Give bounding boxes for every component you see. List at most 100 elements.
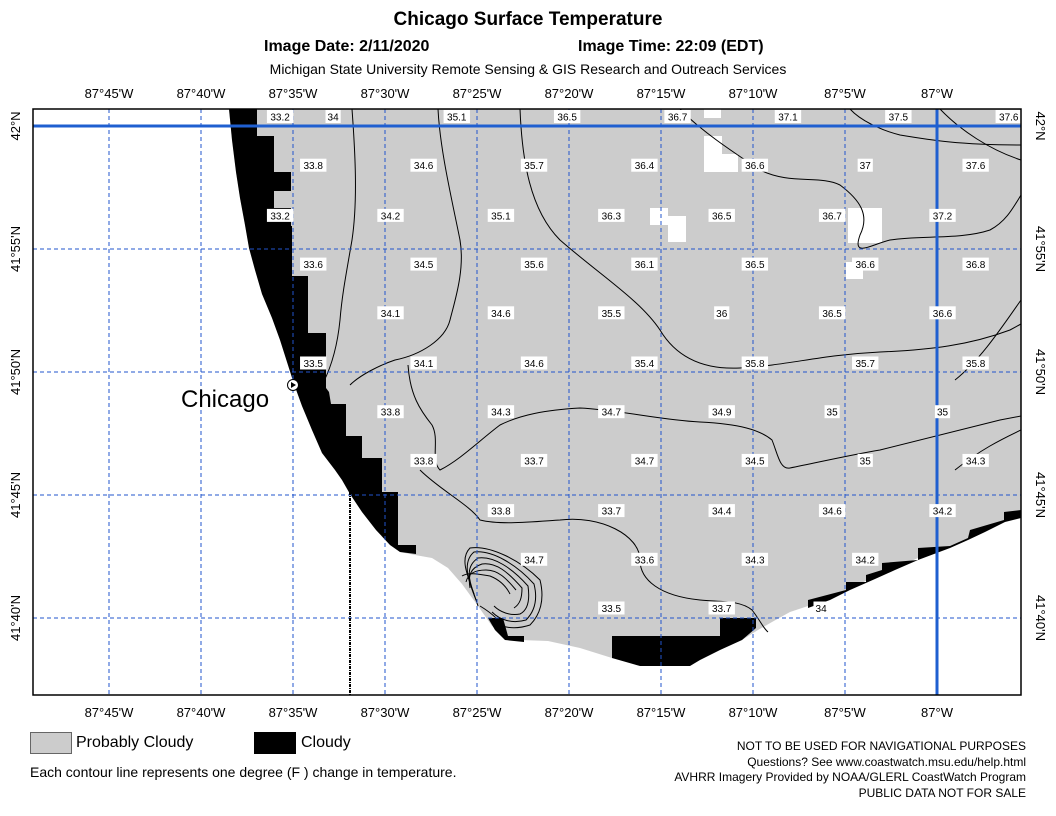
lon-label-bottom: 87°35'W [269,705,319,720]
temperature-labels: 33.2 34 35.1 36.5 36.7 37.1 37.5 37.6 33.8 34.6 35… [266,110,1056,615]
lon-label-top: 87°30'W [361,86,411,101]
temperature-label-bg [852,552,879,566]
lon-label-bottom: 87°20'W [545,705,595,720]
legend-cloudy-swatch [254,732,296,754]
temperature-label-bg [300,356,327,370]
temperature-label-bg [520,552,548,566]
temperature-value: 33.5 [602,604,622,615]
temperature-value: 35 [860,456,872,467]
temperature-label-bg [813,601,829,615]
temperature-value: 35.8 [966,359,986,370]
temperature-value: 34.6 [822,507,842,518]
temperature-value: 33.6 [635,555,655,566]
temperature-value: 37.5 [1043,211,1056,222]
temperature-label-bg [818,208,846,222]
temperature-label-bg [598,601,625,615]
temperature-label-bg [520,356,548,370]
probably-cloudy-region [229,109,1021,665]
lon-label-top: 87°5'W [824,86,866,101]
legend-cloudy-label: Cloudy [301,734,351,751]
lat-label-left: 41°45'N [8,472,23,518]
temperature-value: 35.4 [635,359,655,370]
temperature-value: 34 [816,604,828,615]
lon-label-top: 87°20'W [545,86,595,101]
lon-label-bottom: 87°30'W [361,705,411,720]
temperature-label-bg [598,208,625,222]
temperature-label-bg [995,110,1021,123]
temperature-label-bg [631,257,658,271]
temperature-label-bg [266,208,294,222]
temperature-label-bg [962,356,989,370]
temperature-label-bg [741,552,769,566]
temperature-label-bg [708,601,735,615]
temperature-label-bg [520,453,548,467]
temperature-label-bg [598,504,625,518]
temperature-label-bg [1040,405,1056,418]
temperature-value: 34.3 [966,456,986,467]
temperature-label-bg [852,257,879,271]
temperature-label-bg [377,208,404,222]
temperature-label-bg [631,453,658,467]
temperature-value: 35.8 [745,359,765,370]
city-label: Chicago [181,386,269,413]
lon-label-bottom: 87°10'W [729,705,779,720]
temperature-label-bg [824,405,840,419]
temperature-label-bg [741,257,769,271]
temperature-label-bg [300,158,327,172]
temperature-value: 36.8 [966,260,986,271]
temperature-label-bg [520,158,548,172]
temperature-value: 34.2 [856,555,876,566]
temperature-label-bg [410,356,437,370]
temperature-label-bg [377,405,404,419]
chicago-marker-arrow-icon [291,382,296,388]
temperature-value: 33.2 [270,113,290,124]
temperature-label-bg [553,110,581,123]
temperature-value: 34.1 [414,359,434,370]
temperature-label-bg [714,306,730,320]
temperature-value: 35.7 [856,359,876,370]
temperature-value: 35.1 [491,211,511,222]
temperature-label-bg [741,356,769,370]
temperature-value: 34.5 [414,260,434,271]
lon-label-bottom: 87°15'W [637,705,687,720]
temperature-label-bg [410,158,437,172]
temperature-label-bg [664,110,691,123]
temperature-value: 33.7 [712,604,732,615]
temperature-label-bg [708,405,735,419]
temperature-label-bg [487,208,515,222]
temperature-label-bg [708,504,735,518]
temperature-label-bg [962,453,989,467]
lon-label-bottom: 87°45'W [85,705,135,720]
temperature-value: 37.1 [778,113,798,124]
map-title: Chicago Surface Temperature [393,9,663,30]
temperature-label-bg [962,257,989,271]
temperature-label-bg [929,504,956,518]
temperature-value: 36.6 [856,260,876,271]
temperature-label-bg [962,158,989,172]
temperature-label-bg [598,306,625,320]
temperature-label-bg [708,208,735,222]
temperature-value: 33.8 [414,456,434,467]
temperature-label-bg [1040,306,1056,319]
temperature-value: 33.8 [381,408,401,419]
temperature-value: 34.1 [381,309,401,320]
temperature-value: 33.5 [304,359,324,370]
temperature-value: 37.2 [933,211,953,222]
temperature-label-bg [631,552,658,566]
lon-label-top: 87°15'W [637,86,687,101]
temperature-value: 34 [328,113,340,124]
temperature-label-bg [410,453,437,467]
temperature-label-bg [443,110,470,123]
temperature-value: 35 [937,408,949,419]
disclaimer-line: Questions? See www.coastwatch.msu.edu/he… [747,754,1026,769]
temperature-value: 37.5 [889,113,909,124]
temperature-label-bg [377,306,404,320]
temperature-value: 34.3 [491,408,511,419]
disclaimer-line: AVHRR Imagery Provided by NOAA/GLERL Coa… [674,770,1026,784]
temperature-value: 34.2 [933,507,953,518]
credit-line: Michigan State University Remote Sensing… [269,61,787,77]
temperature-label-bg [266,110,294,123]
lon-label-bottom: 87°5'W [824,705,866,720]
temperature-value: 36.1 [1043,309,1056,320]
temperature-value: 36.5 [557,113,577,124]
